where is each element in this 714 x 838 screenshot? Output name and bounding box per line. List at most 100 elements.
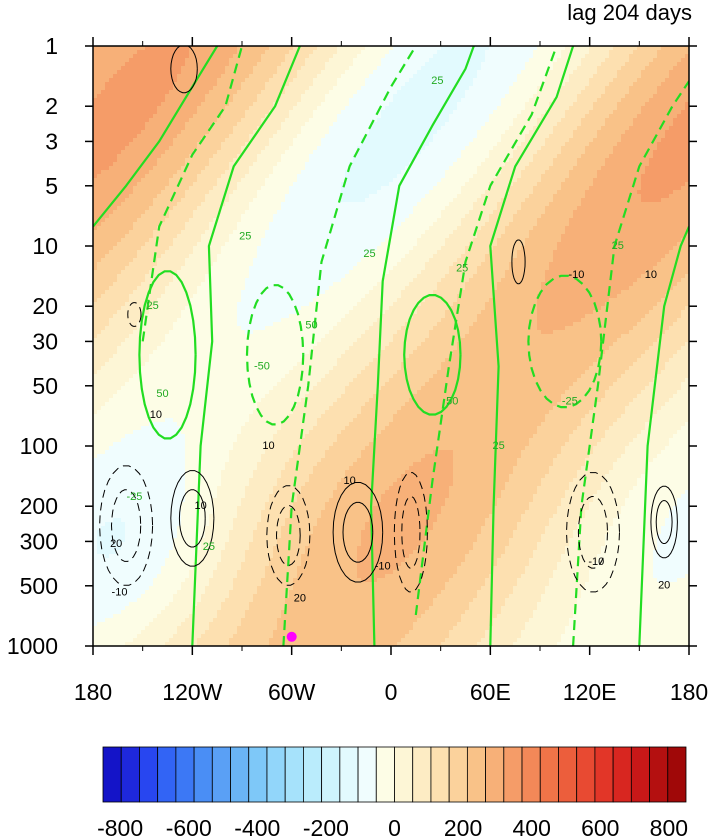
field-cell — [237, 86, 242, 91]
field-cell — [161, 110, 166, 115]
field-cell — [461, 86, 466, 91]
field-cell — [357, 74, 362, 79]
field-cell — [213, 74, 218, 79]
field-cell — [333, 74, 338, 79]
field-cell — [185, 74, 190, 79]
field-cell — [173, 106, 178, 111]
field-cell — [637, 58, 642, 63]
field-cell — [449, 98, 454, 103]
field-cell — [113, 58, 118, 63]
field-cell — [181, 110, 186, 115]
field-cell — [413, 74, 418, 79]
field-cell — [409, 90, 414, 95]
field-cell — [341, 54, 346, 59]
field-cell — [333, 90, 338, 95]
field-cell — [353, 106, 358, 111]
field-cell — [625, 94, 630, 99]
field-cell — [549, 78, 554, 83]
field-cell — [149, 86, 154, 91]
field-cell — [581, 62, 586, 67]
field-cell — [137, 70, 142, 75]
field-cell — [109, 54, 114, 59]
field-cell — [301, 90, 306, 95]
field-cell — [101, 102, 106, 107]
field-cell — [225, 90, 230, 95]
field-cell — [273, 94, 278, 99]
field-cell — [457, 98, 462, 103]
field-cell — [345, 86, 350, 91]
field-cell — [589, 66, 594, 71]
field-cell — [233, 86, 238, 91]
field-cell — [281, 58, 286, 63]
field-cell — [365, 98, 370, 103]
field-cell — [417, 94, 422, 99]
field-cell — [397, 94, 402, 99]
field-cell — [369, 74, 374, 79]
field-cell — [117, 66, 122, 71]
field-cell — [657, 74, 662, 79]
field-cell — [573, 78, 578, 83]
field-cell — [489, 86, 494, 91]
field-cell — [645, 90, 650, 95]
field-cell — [605, 82, 610, 87]
field-cell — [185, 70, 190, 75]
field-cell — [165, 78, 170, 83]
field-cell — [129, 62, 134, 67]
field-cell — [177, 54, 182, 59]
field-cell — [549, 86, 554, 91]
field-cell — [349, 102, 354, 107]
field-cell — [501, 74, 506, 79]
field-cell — [321, 62, 326, 67]
field-cell — [549, 82, 554, 87]
field-cell — [305, 98, 310, 103]
field-cell — [645, 66, 650, 71]
field-cell — [149, 110, 154, 115]
field-cell — [241, 102, 246, 107]
field-cell — [297, 110, 302, 115]
field-cell — [565, 86, 570, 91]
field-cell — [505, 94, 510, 99]
field-cell — [549, 70, 554, 75]
field-cell — [621, 74, 626, 79]
field-cell — [241, 106, 246, 111]
field-cell — [633, 74, 638, 79]
field-cell — [213, 94, 218, 99]
field-cell — [509, 78, 514, 83]
field-cell — [181, 70, 186, 75]
field-cell — [345, 82, 350, 87]
field-cell — [97, 110, 102, 115]
field-cell — [105, 98, 110, 103]
field-cell — [233, 54, 238, 59]
field-cell — [677, 78, 682, 83]
field-cell — [545, 102, 550, 107]
field-cell — [557, 102, 562, 107]
field-cell — [277, 106, 282, 111]
field-cell — [301, 78, 306, 83]
field-cell — [233, 90, 238, 95]
field-cell — [345, 106, 350, 111]
field-cell — [269, 102, 274, 107]
field-cell — [281, 74, 286, 79]
field-cell — [125, 50, 130, 55]
field-cell — [245, 106, 250, 111]
field-cell — [449, 78, 454, 83]
field-cell — [425, 74, 430, 79]
field-cell — [509, 54, 514, 59]
field-cell — [217, 50, 222, 55]
field-cell — [285, 106, 290, 111]
field-cell — [145, 106, 150, 111]
field-cell — [525, 86, 530, 91]
field-cell — [145, 98, 150, 103]
field-cell — [385, 66, 390, 71]
field-cell — [253, 50, 258, 55]
field-cell — [129, 54, 134, 59]
field-cell — [409, 58, 414, 63]
field-cell — [421, 58, 426, 63]
field-cell — [549, 94, 554, 99]
field-cell — [225, 54, 230, 59]
field-cell — [249, 98, 254, 103]
field-cell — [353, 70, 358, 75]
field-cell — [141, 90, 146, 95]
field-cell — [481, 54, 486, 59]
field-cell — [393, 50, 398, 55]
